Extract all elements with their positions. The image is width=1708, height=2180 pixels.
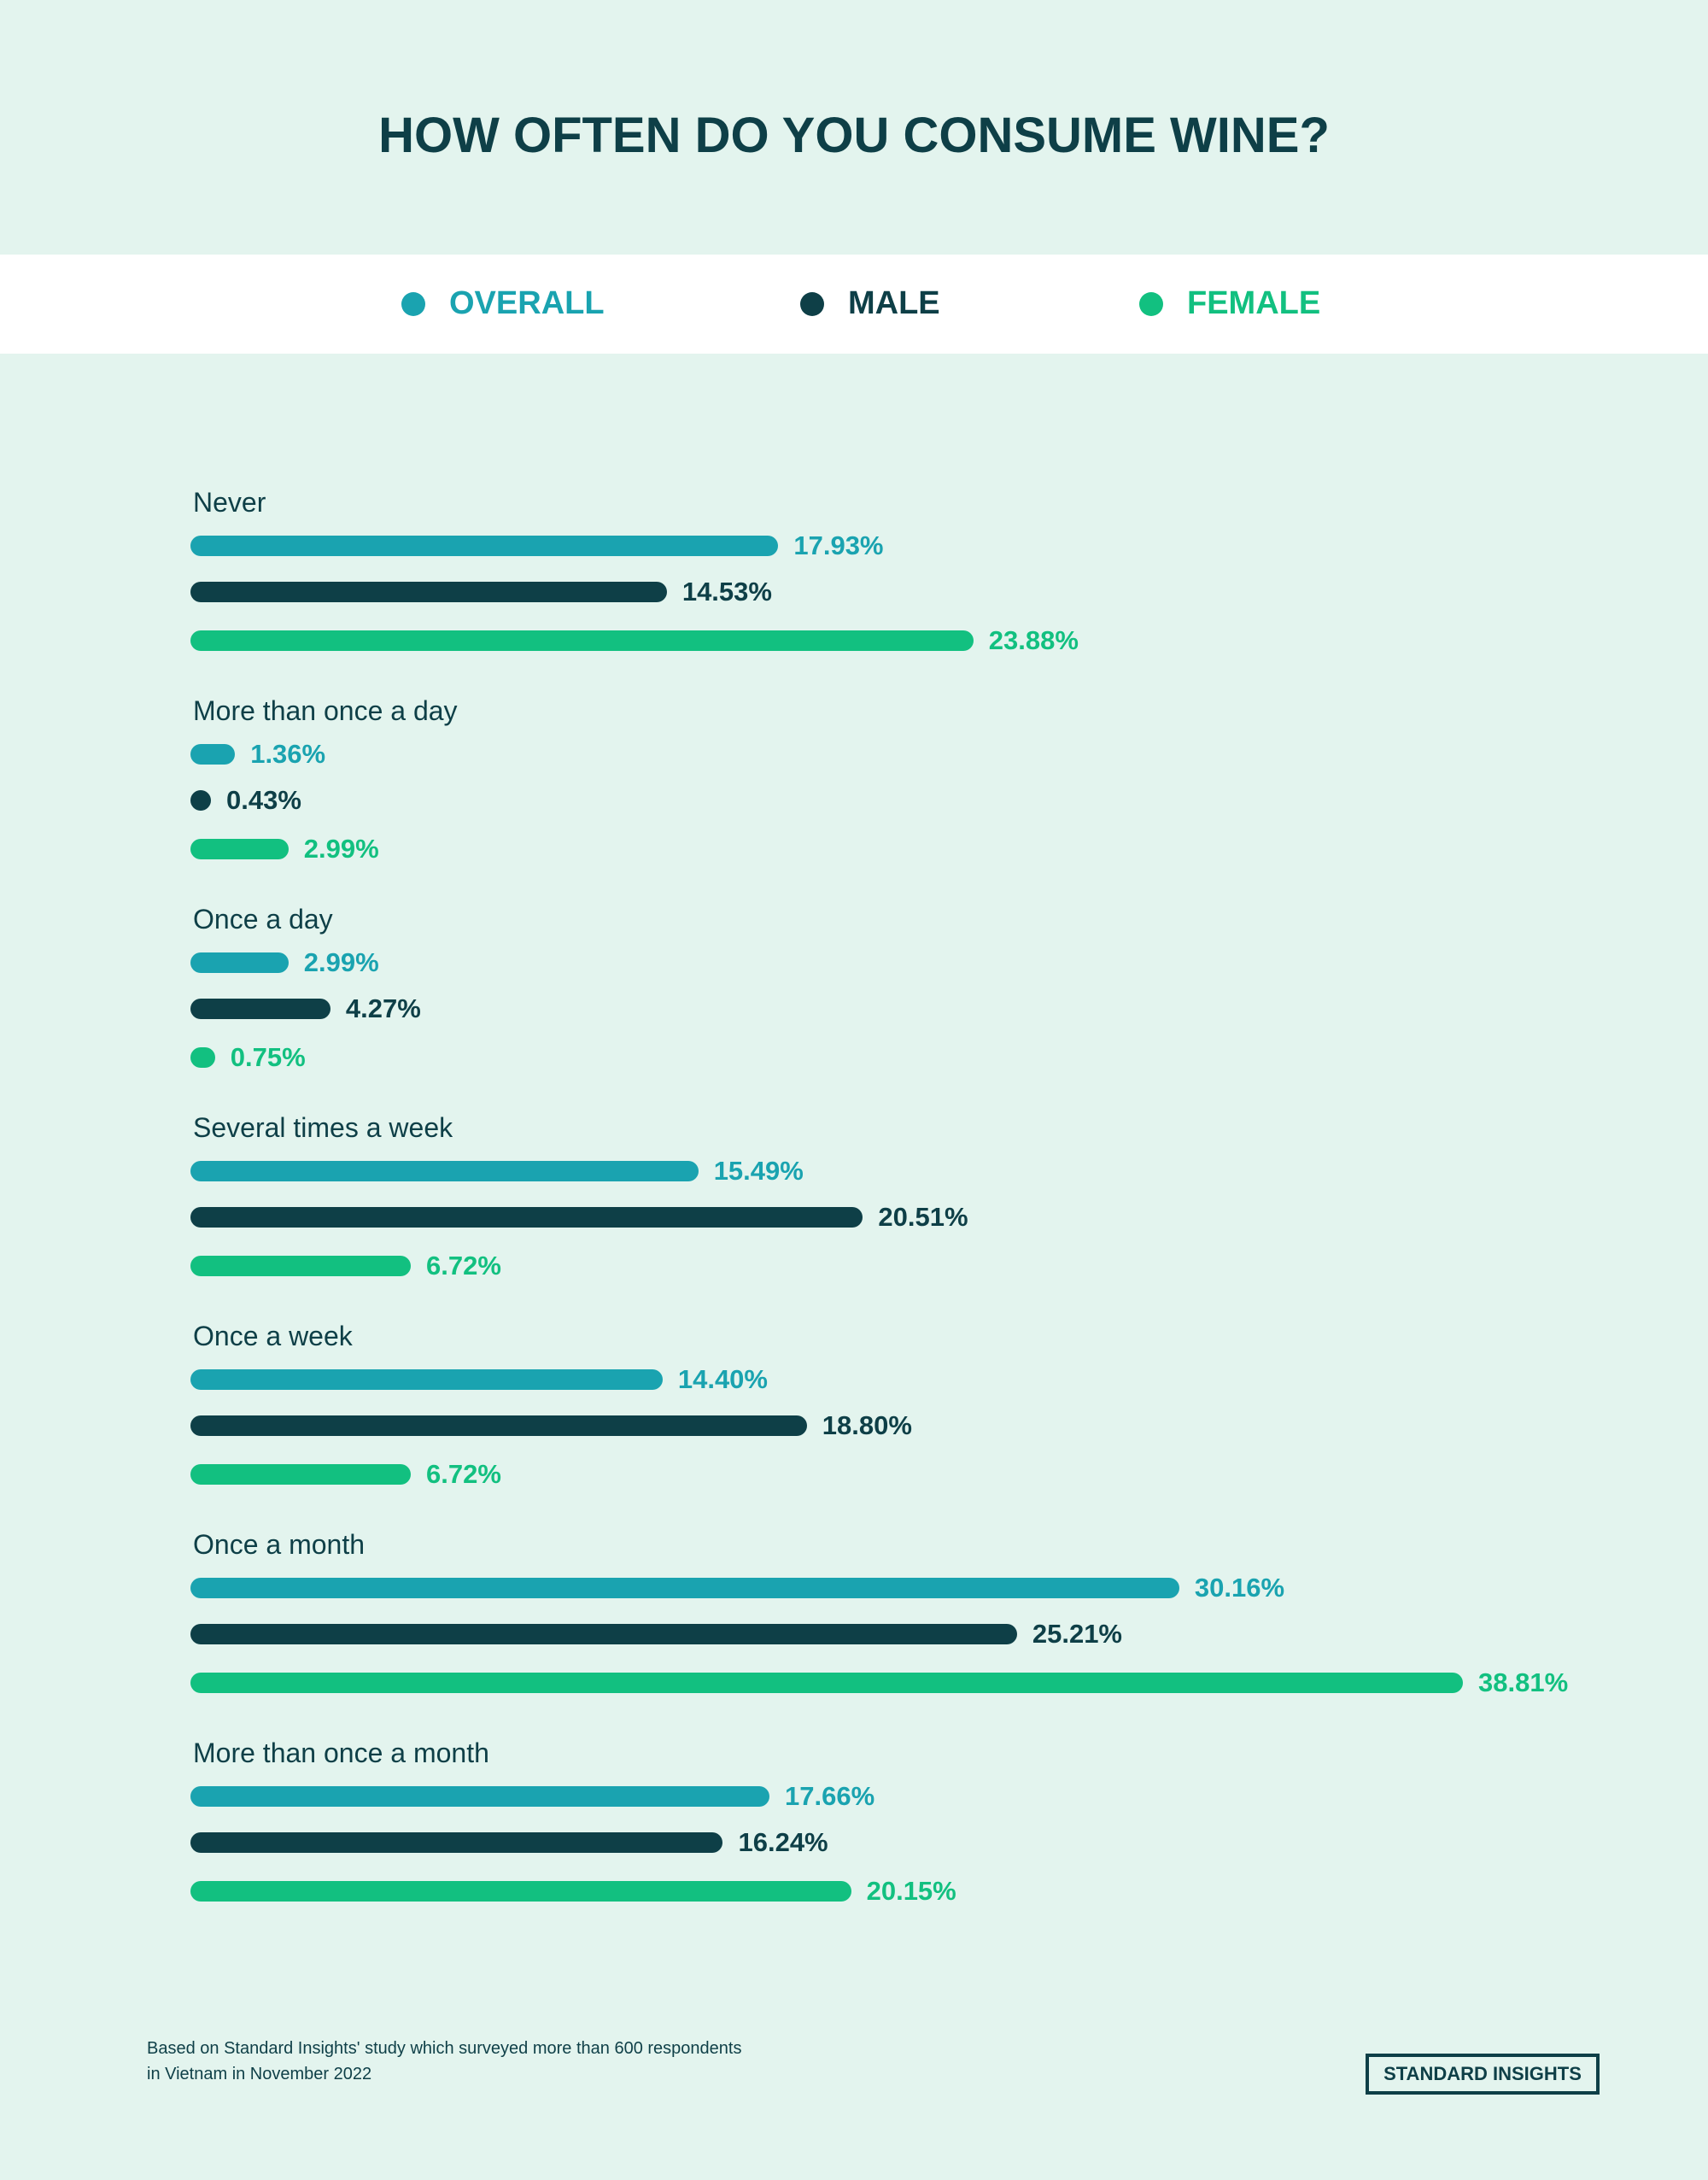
bar-female: [190, 1881, 851, 1902]
bar-female: [190, 1256, 411, 1276]
data-label: 30.16%: [1194, 1573, 1285, 1603]
legend-label: FEMALE: [1187, 285, 1321, 321]
bar-overall: [190, 1161, 699, 1181]
data-label: 2.99%: [303, 834, 379, 864]
data-label: 0.43%: [226, 785, 301, 815]
bar-male: [190, 1207, 863, 1228]
brand-logo: STANDARD INSIGHTS: [1366, 2054, 1600, 2095]
bar-male: [190, 582, 667, 602]
legend-label: MALE: [848, 285, 940, 321]
data-label: 14.53%: [681, 577, 772, 607]
bar-male: [190, 1832, 723, 1853]
data-label: 17.93%: [793, 530, 884, 560]
bar-male: [190, 999, 330, 1019]
category-label: Once a day: [193, 904, 333, 935]
category-group: Once a week 14.40% 18.80% 6.72%: [190, 1321, 1642, 1526]
bar-female: [190, 630, 974, 651]
data-label: 14.40%: [677, 1364, 768, 1394]
category-label: Never: [193, 487, 266, 518]
footnote-line: in Vietnam in November 2022: [147, 2065, 372, 2083]
bar-female: [190, 1047, 215, 1068]
data-label: 15.49%: [713, 1156, 804, 1186]
bar-male: [190, 1415, 807, 1436]
legend-item-overall: OVERALL: [401, 285, 605, 322]
category-group: Once a month 30.16% 25.21% 38.81%: [190, 1529, 1642, 1734]
category-label: More than once a day: [193, 695, 458, 726]
category-group: Once a day 2.99% 4.27% 0.75%: [190, 904, 1642, 1109]
category-group: Never 17.93% 14.53% 23.88%: [190, 487, 1642, 692]
bar-overall: [190, 1578, 1179, 1598]
data-label: 6.72%: [425, 1251, 501, 1280]
data-label: 38.81%: [1478, 1667, 1569, 1697]
legend-label: OVERALL: [449, 285, 605, 321]
data-label: 2.99%: [303, 947, 379, 977]
bar-female: [190, 1673, 1463, 1693]
category-label: Once a month: [193, 1529, 365, 1560]
legend-dot-icon: [1139, 291, 1163, 316]
footnote-line: Based on Standard Insights' study which …: [147, 2039, 742, 2058]
category-label: Several times a week: [193, 1112, 453, 1143]
legend-item-female: FEMALE: [1139, 285, 1320, 322]
category-group: More than once a month 17.66% 16.24% 20.15%: [190, 1738, 1642, 1943]
data-label: 17.66%: [785, 1781, 875, 1811]
bar-female: [190, 839, 289, 859]
bar-overall: [190, 1369, 663, 1390]
bar-male: [190, 790, 211, 811]
category-group: More than once a day 1.36% 0.43% 2.99%: [190, 695, 1642, 900]
category-label: Once a week: [193, 1321, 353, 1351]
data-label: 1.36%: [250, 739, 326, 769]
data-label: 6.72%: [425, 1459, 501, 1489]
bar-female: [190, 1464, 411, 1485]
legend-dot-icon: [401, 291, 425, 316]
category-label: More than once a month: [193, 1738, 489, 1768]
data-label: 4.27%: [345, 993, 421, 1023]
data-label: 0.75%: [230, 1042, 306, 1072]
data-label: 23.88%: [988, 625, 1079, 655]
data-label: 25.21%: [1032, 1619, 1122, 1649]
data-label: 20.15%: [866, 1876, 956, 1906]
bar-overall: [190, 536, 779, 556]
legend-dot-icon: [800, 291, 824, 316]
legend-item-male: MALE: [800, 285, 940, 322]
bar-male: [190, 1624, 1017, 1644]
legend: OVERALL MALE FEMALE: [0, 255, 1708, 354]
bar-overall: [190, 744, 236, 765]
footnote: Based on Standard Insights' study which …: [147, 2036, 741, 2087]
bar-overall: [190, 1786, 769, 1807]
data-label: 16.24%: [738, 1827, 828, 1857]
chart-title: HOW OFTEN DO YOU CONSUME WINE?: [378, 108, 1330, 163]
data-label: 20.51%: [878, 1202, 968, 1232]
data-label: 18.80%: [822, 1410, 912, 1440]
bar-overall: [190, 952, 289, 973]
category-group: Several times a week 15.49% 20.51% 6.72%: [190, 1112, 1642, 1317]
